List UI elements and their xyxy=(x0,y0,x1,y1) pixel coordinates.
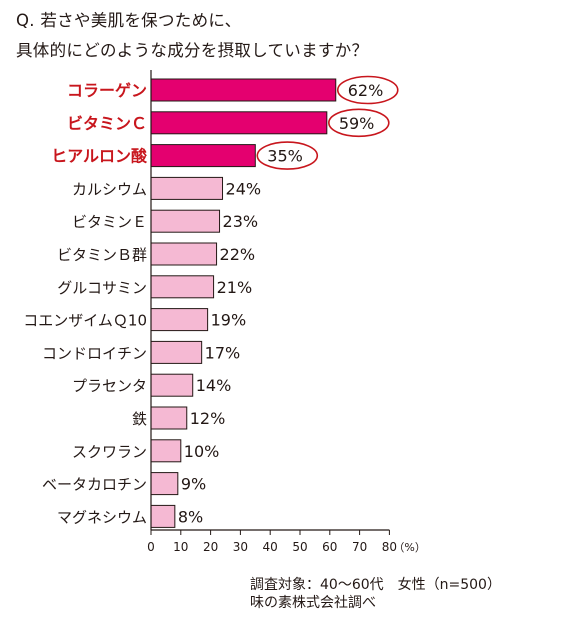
category-label-9: コンドロイチン xyxy=(42,344,147,362)
category-label-11: 鉄 xyxy=(132,410,147,428)
category-label-13: ベータカロチン xyxy=(42,476,147,494)
value-label-12: 10% xyxy=(184,442,220,461)
bar-6 xyxy=(150,242,218,266)
x-axis-unit-label: （%） xyxy=(393,541,425,554)
category-label-4: カルシウム xyxy=(72,180,147,198)
value-highlight-circle-3 xyxy=(256,141,319,170)
category-label-6: ビタミンＢ群 xyxy=(57,246,147,264)
footer-note: 調査対象：40～60代 女性（n=500） 味の素株式会社調べ xyxy=(250,576,501,612)
value-label-14: 8% xyxy=(178,507,203,526)
bar-7 xyxy=(150,275,215,299)
bar-5 xyxy=(150,209,221,233)
bar-13 xyxy=(150,472,179,496)
x-tick-label-20: 20 xyxy=(203,540,218,554)
x-tick-label-60: 60 xyxy=(322,540,337,554)
chart-title: Q. 若さや美肌を保つために、 具体的にどのような成分を摂取していますか？ xyxy=(16,6,556,66)
category-label-8: コエンザイムＱ10 xyxy=(23,312,147,330)
x-tick-label-0: 0 xyxy=(147,540,155,554)
bar-8 xyxy=(150,308,209,332)
x-tick-label-30: 30 xyxy=(233,540,248,554)
bar-14 xyxy=(150,504,176,528)
bar-2 xyxy=(150,111,328,135)
category-label-3: ヒアルロン酸 xyxy=(51,147,148,166)
bar-3 xyxy=(150,144,256,168)
category-label-7: グルコサミン xyxy=(57,279,147,297)
value-highlight-circle-1 xyxy=(336,75,399,105)
bar-4 xyxy=(150,176,224,200)
value-highlight-circle-2 xyxy=(328,108,390,138)
x-tick-label-80: 80 xyxy=(382,540,397,554)
chart-title-line-2: 具体的にどのような成分を摂取していますか？ xyxy=(16,41,369,60)
value-label-3: 35% xyxy=(267,147,303,166)
value-label-9: 17% xyxy=(205,343,241,362)
category-label-12: スクワラン xyxy=(72,443,147,461)
x-tick-label-70: 70 xyxy=(352,540,367,554)
category-label-1: コラーゲン xyxy=(67,81,147,100)
x-tick-label-10: 10 xyxy=(173,540,188,554)
value-label-11: 12% xyxy=(190,409,226,428)
survey-target-text: 調査対象：40～60代 女性（n=500） xyxy=(250,577,501,593)
bar-12 xyxy=(150,439,182,463)
category-label-2: ビタミンＣ xyxy=(67,114,147,133)
bar-1 xyxy=(150,78,337,102)
value-label-13: 9% xyxy=(181,475,206,494)
value-label-8: 19% xyxy=(211,311,247,330)
x-tick-label-50: 50 xyxy=(292,540,307,554)
value-label-7: 21% xyxy=(217,278,253,297)
value-label-6: 22% xyxy=(220,245,256,264)
bar-10 xyxy=(150,373,194,397)
value-label-4: 24% xyxy=(226,179,262,198)
bars-layer xyxy=(150,78,337,528)
value-label-10: 14% xyxy=(196,376,232,395)
bar-9 xyxy=(150,340,203,364)
source-text: 味の素株式会社調べ xyxy=(250,595,376,611)
x-tick-label-40: 40 xyxy=(263,540,278,554)
chart-title-line-1: Q. 若さや美肌を保つために、 xyxy=(16,11,242,30)
value-label-5: 23% xyxy=(223,212,259,231)
category-label-14: マグネシウム xyxy=(57,508,147,526)
value-label-2: 59% xyxy=(339,114,375,133)
category-label-5: ビタミンＥ xyxy=(72,213,147,231)
x-axis: 0 10 20 30 40 50 60 70 80（%） xyxy=(147,70,426,554)
value-labels: 62% 59% 35% 24% 23% 22% 21% 19% 17% 14% 12% 10% 9% 8% xyxy=(178,75,399,526)
value-label-1: 62% xyxy=(348,81,384,100)
category-label-10: プラセンタ xyxy=(72,377,147,395)
bar-11 xyxy=(150,406,188,430)
